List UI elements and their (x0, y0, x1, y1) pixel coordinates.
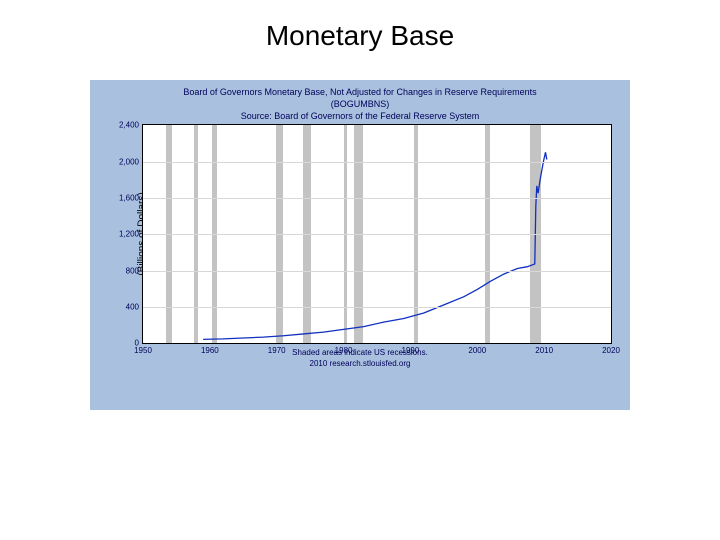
x-tick-label: 2000 (468, 346, 486, 355)
chart-title-line1: Board of Governors Monetary Base, Not Ad… (98, 86, 622, 98)
x-tick-label: 1970 (268, 346, 286, 355)
chart-panel: Board of Governors Monetary Base, Not Ad… (90, 80, 630, 410)
y-tick-label: 1,600 (119, 194, 139, 203)
gridline (143, 307, 611, 308)
x-tick-label: 2010 (535, 346, 553, 355)
y-tick-label: 2,400 (119, 121, 139, 130)
y-tick-label: 1,200 (119, 230, 139, 239)
y-tick-label: 2,000 (119, 157, 139, 166)
x-tick-label: 1960 (201, 346, 219, 355)
chart-title-line2: (BOGUMBNS) (98, 98, 622, 110)
x-tick-label: 1950 (134, 346, 152, 355)
footer-source-url: 2010 research.stlouisfed.org (98, 359, 622, 370)
y-tick-label: 400 (126, 303, 139, 312)
gridline (143, 234, 611, 235)
gridline (143, 162, 611, 163)
plot-area: 04008001,2001,6002,0002,4001950196019701… (142, 124, 612, 344)
chart-header: Board of Governors Monetary Base, Not Ad… (90, 80, 630, 124)
x-tick-label: 1980 (335, 346, 353, 355)
gridline (143, 271, 611, 272)
plot-wrap: (Billions of Dollars) 04008001,2001,6002… (142, 124, 612, 344)
gridline (143, 198, 611, 199)
y-tick-label: 800 (126, 266, 139, 275)
chart-source: Source: Board of Governors of the Federa… (98, 110, 622, 122)
x-tick-label: 1990 (402, 346, 420, 355)
x-tick-label: 2020 (602, 346, 620, 355)
monetary-base-line (203, 153, 547, 340)
slide: Monetary Base Board of Governors Monetar… (0, 0, 720, 540)
page-title: Monetary Base (0, 20, 720, 52)
